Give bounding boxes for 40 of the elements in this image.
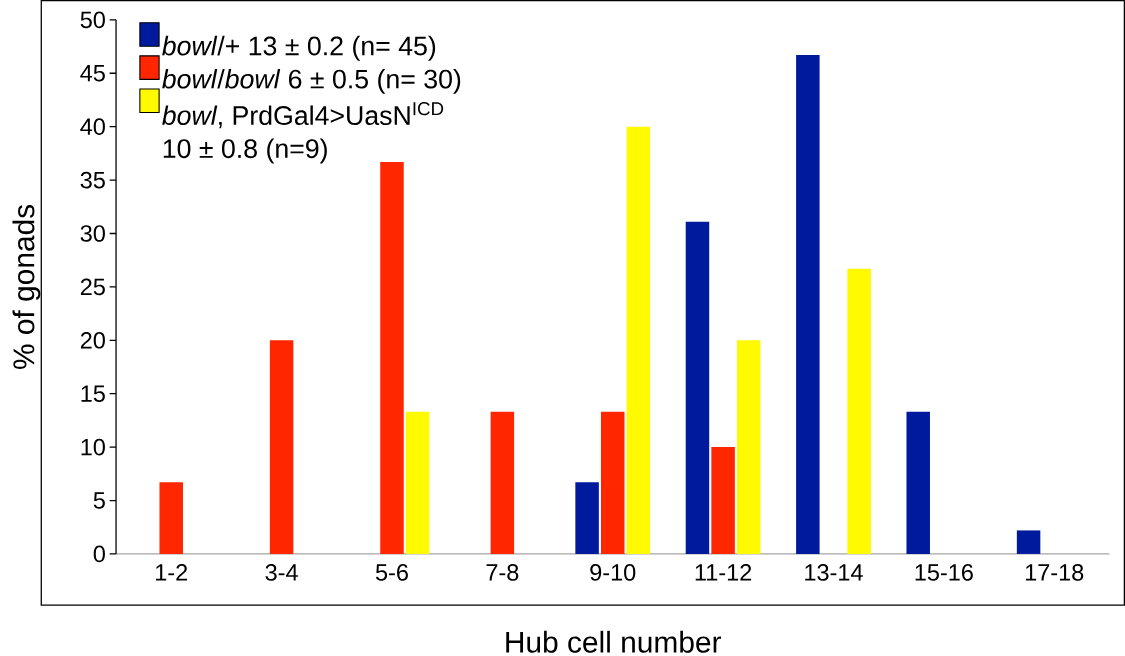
y-tick-label: 15 bbox=[81, 385, 105, 402]
legend-label: bowl/+ 13 ± 0.2 (n= 45) bbox=[162, 35, 436, 61]
bar bbox=[600, 411, 625, 554]
x-tick-label: 15-16 bbox=[915, 563, 973, 581]
bar bbox=[490, 411, 515, 554]
x-tick-label: 1-2 bbox=[156, 563, 188, 581]
y-tick-label: 25 bbox=[80, 278, 105, 296]
bar bbox=[626, 126, 651, 554]
x-tick-label: 9-10 bbox=[590, 563, 636, 581]
x-tick-label: 3-4 bbox=[265, 563, 298, 581]
y-tick-label: 40 bbox=[80, 118, 105, 135]
y-tick-label: 30 bbox=[80, 225, 105, 242]
bar bbox=[685, 221, 710, 554]
bar bbox=[380, 161, 404, 554]
y-tick-label: 45 bbox=[80, 64, 105, 82]
bar bbox=[847, 268, 871, 554]
y-tick-label: 5 bbox=[93, 492, 105, 509]
y-tick-label: 50 bbox=[80, 11, 105, 29]
text: bowl, PrdGal4>UasN$^{ICD}$ 10 ± 0.8 (n=9) bbox=[162, 101, 444, 164]
y-axis-title: % of gonads bbox=[12, 204, 41, 369]
x-tick-label: 11-12 bbox=[695, 563, 752, 581]
y-tick-label: 35 bbox=[80, 171, 105, 189]
x-axis-title: Hub cell number bbox=[506, 630, 722, 653]
bar bbox=[906, 411, 930, 554]
x-tick-label: 5-6 bbox=[375, 563, 408, 581]
y-tick-label: 10 bbox=[81, 438, 105, 456]
bar bbox=[575, 482, 599, 554]
bar bbox=[405, 411, 430, 554]
x-tick-label: 13-14 bbox=[805, 563, 863, 581]
bar bbox=[269, 340, 294, 554]
bar bbox=[711, 446, 735, 554]
bar bbox=[796, 54, 820, 554]
legend-label: bowl/bowl 6 ± 0.5 (n= 30) bbox=[162, 68, 461, 94]
bar bbox=[736, 340, 761, 554]
bar bbox=[1016, 530, 1041, 554]
y-tick-label: 0 bbox=[93, 545, 105, 563]
y-tick-label: 20 bbox=[80, 331, 105, 349]
x-tick-label: 7-8 bbox=[486, 563, 519, 581]
x-tick-label: 17-18 bbox=[1025, 563, 1084, 581]
bar bbox=[159, 482, 183, 554]
